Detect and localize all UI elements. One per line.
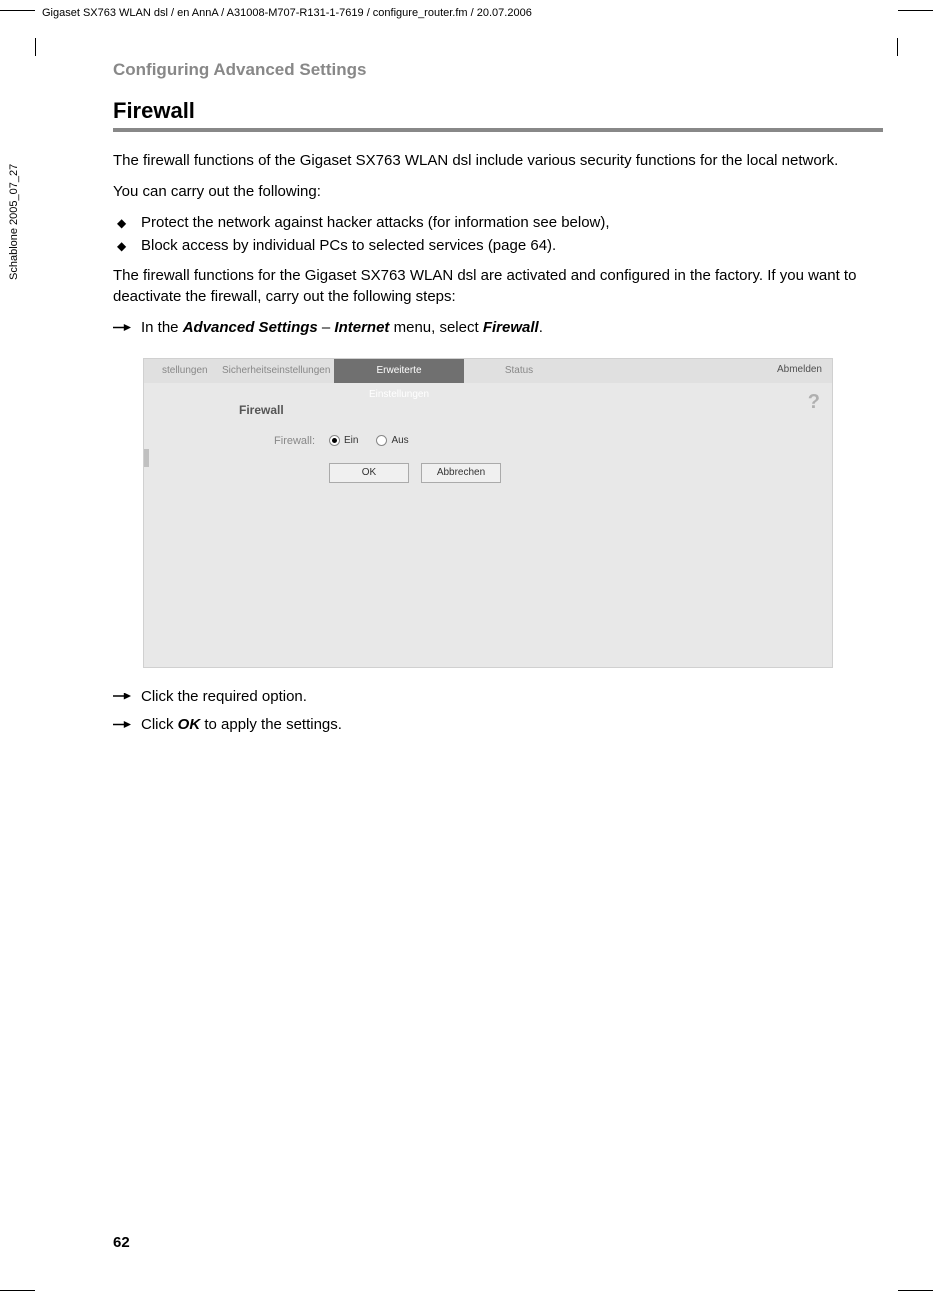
step-2: Click the required option. (113, 686, 883, 709)
template-version-label: Schablone 2005_07_27 (8, 164, 20, 280)
title-underline (113, 128, 883, 132)
menu-name: Internet (334, 319, 389, 336)
step-1: In the Advanced Settings – Internet menu… (113, 317, 883, 340)
logout-link[interactable]: Abmelden (777, 364, 822, 375)
step-3: Click OK to apply the settings. (113, 714, 883, 737)
page-content: Configuring Advanced Settings Firewall T… (113, 60, 883, 743)
panel-body: Firewall Firewall: Ein Aus OK Abbrechen (144, 383, 832, 503)
step-text: In the (141, 319, 183, 336)
list-item: Protect the network against hacker attac… (113, 212, 883, 235)
page-number: 62 (113, 1234, 130, 1251)
radio-on-label: Ein (344, 435, 358, 446)
router-ui-screenshot: stellungen Sicherheitseinstellungen Erwe… (143, 358, 833, 668)
page-title: Firewall (113, 98, 883, 124)
intro-paragraph-1: The firewall functions of the Gigaset SX… (113, 150, 883, 171)
radio-on[interactable]: Ein (329, 435, 358, 446)
radio-off-label: Aus (391, 435, 408, 446)
list-item: Block access by individual PCs to select… (113, 235, 883, 258)
tab-status[interactable]: Status (464, 359, 574, 383)
side-marker (144, 449, 149, 467)
ok-button[interactable]: OK (329, 463, 409, 483)
step-text: . (539, 319, 543, 336)
tab-security[interactable]: Sicherheitseinstellungen (204, 359, 334, 383)
header-path: Gigaset SX763 WLAN dsl / en AnnA / A3100… (42, 7, 532, 19)
radio-off-indicator (376, 435, 387, 446)
menu-name: Firewall (483, 319, 539, 336)
menu-name: Advanced Settings (183, 319, 318, 336)
firewall-label: Firewall: (174, 435, 329, 447)
help-icon[interactable]: ? (808, 391, 820, 414)
tab-stellungen[interactable]: stellungen (144, 359, 204, 383)
firewall-row: Firewall: Ein Aus (174, 435, 802, 447)
button-name: OK (178, 716, 201, 733)
tab-bar: stellungen Sicherheitseinstellungen Erwe… (144, 359, 832, 383)
intro-paragraph-2: You can carry out the following: (113, 181, 883, 202)
section-header: Configuring Advanced Settings (113, 60, 883, 80)
cancel-button[interactable]: Abbrechen (421, 463, 501, 483)
panel-title: Firewall (239, 403, 802, 417)
paragraph-after-bullets: The firewall functions for the Gigaset S… (113, 265, 883, 307)
step-text: to apply the settings. (200, 716, 342, 733)
radio-off[interactable]: Aus (376, 435, 408, 446)
radio-on-indicator (329, 435, 340, 446)
step-text: menu, select (389, 319, 482, 336)
step-text: – (318, 319, 335, 336)
step-text: Click (141, 716, 178, 733)
bullet-list: Protect the network against hacker attac… (113, 212, 883, 257)
button-row: OK Abbrechen (329, 463, 802, 483)
radio-group: Ein Aus (329, 435, 409, 446)
tab-advanced[interactable]: Erweiterte Einstellungen (334, 359, 464, 383)
